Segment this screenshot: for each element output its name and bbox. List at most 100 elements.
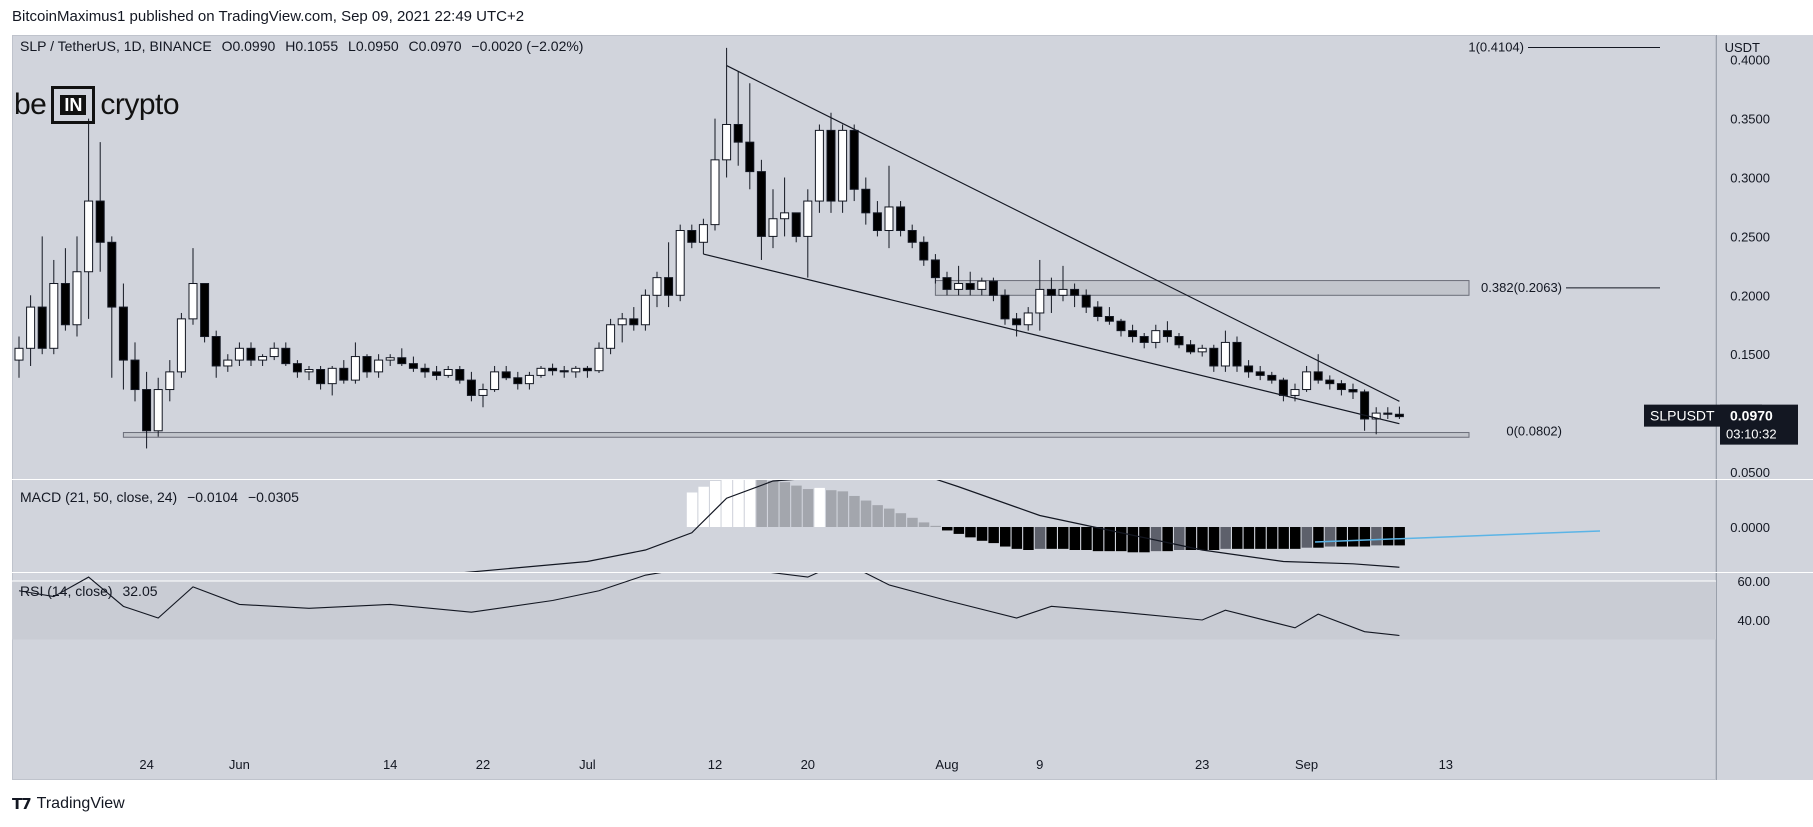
- x-axis-label-0: 24: [139, 757, 153, 772]
- macd-bar-2021-07-26: [872, 505, 883, 527]
- macd-bar-2021-08-16: [1116, 527, 1127, 552]
- macd-bar-2021-08-29: [1266, 527, 1278, 549]
- macd-bar-2021-08-23: [1197, 527, 1208, 550]
- macd-group: [464, 480, 1601, 572]
- candle-body-2021-05-31: [223, 359, 233, 367]
- price-tick-6: 0.0500: [1730, 465, 1770, 480]
- candle-body-2021-07-18: [780, 212, 790, 220]
- candle-body-2021-08-26: [1232, 341, 1242, 367]
- rsi-value: 32.05: [122, 583, 158, 599]
- fib-label-0382: 0.382(0.2063): [1481, 280, 1562, 295]
- macd-bar-2021-08-09: [1034, 527, 1046, 549]
- price-axis-currency: USDT: [1725, 40, 1760, 55]
- open-label: O: [221, 38, 233, 54]
- candle-body-2021-07-17: [768, 218, 778, 237]
- candle-body-2021-08-18: [1139, 336, 1149, 343]
- change-value: −0.0020 (−2.02%): [471, 38, 584, 54]
- macd-bar-2021-09-06: [1359, 527, 1371, 547]
- symbol-label[interactable]: SLP / TetherUS, 1D, BINANCE: [20, 38, 212, 54]
- candle-body-2021-08-22: [1186, 344, 1196, 353]
- candle-body-2021-08-13: [1081, 294, 1091, 308]
- candle-body-2021-07-20: [803, 200, 813, 237]
- candle-body-2021-07-22: [826, 129, 836, 202]
- rsi-band: [12, 581, 1716, 640]
- candle-body-2021-09-09: [1394, 413, 1404, 418]
- candle-body-2021-07-28: [896, 206, 906, 232]
- macd-bar-2021-09-03: [1324, 527, 1336, 547]
- macd-bar-2021-07-17: [768, 481, 779, 527]
- macd-bar-2021-09-08: [1382, 527, 1394, 546]
- candle-body-2021-06-16: [408, 363, 418, 369]
- candle-body-2021-05-19: [84, 200, 94, 273]
- candle-body-2021-08-27: [1244, 365, 1254, 373]
- candle-body-2021-06-20: [455, 369, 465, 381]
- candle-body-2021-08-24: [1209, 347, 1219, 367]
- x-axis-label-11: 13: [1439, 757, 1453, 772]
- candle-body-2021-08-07: [1012, 318, 1022, 326]
- macd-bar-2021-08-10: [1046, 527, 1057, 549]
- macd-bar-2021-08-25: [1220, 527, 1231, 549]
- candle-body-2021-08-20: [1162, 330, 1172, 338]
- candle-body-2021-07-21: [814, 129, 824, 202]
- macd-bar-2021-08-28: [1255, 527, 1266, 549]
- candle-body-2021-06-14: [385, 357, 395, 361]
- macd-bar-2021-08-03: [965, 527, 976, 538]
- macd-bar-2021-07-16: [756, 480, 767, 527]
- x-axis-label-4: Jul: [579, 757, 596, 772]
- candle-body-2021-07-07: [652, 277, 662, 296]
- macd-bar-2021-08-30: [1278, 527, 1289, 549]
- candle-body-2021-08-02: [954, 283, 964, 290]
- candle-body-2021-06-02: [246, 347, 256, 361]
- candle-body-2021-08-29: [1267, 374, 1277, 381]
- pane-separator-price-macd[interactable]: [12, 479, 1813, 480]
- candle-body-2021-06-03: [258, 356, 268, 361]
- macd-bar-2021-07-12: [710, 481, 721, 527]
- macd-bar-2021-09-05: [1348, 527, 1359, 547]
- candle-body-2021-07-14: [733, 123, 743, 143]
- candle-body-2021-06-21: [466, 379, 476, 396]
- candle-body-2021-06-18: [432, 371, 442, 376]
- candle-body-2021-06-22: [478, 389, 488, 396]
- candle-body-2021-07-24: [849, 129, 859, 190]
- rsi-label[interactable]: RSI (14, close): [20, 583, 113, 599]
- candle-body-2021-08-16: [1116, 320, 1126, 332]
- candle-body-2021-05-30: [211, 336, 221, 367]
- candle-body-2021-06-23: [490, 371, 500, 391]
- price-badge-price: 0.0970: [1730, 408, 1773, 424]
- candle-body-2021-06-27: [536, 367, 546, 376]
- horizontal-zone-1: [934, 280, 1470, 296]
- macd-bar-2021-07-23: [837, 491, 849, 527]
- macd-bar-2021-09-07: [1371, 527, 1382, 546]
- macd-bar-2021-08-06: [1000, 527, 1011, 547]
- x-axis-label-3: 22: [476, 757, 490, 772]
- macd-bar-2021-07-28: [895, 513, 907, 527]
- macd-bar-2021-07-27: [884, 508, 895, 527]
- candle-body-2021-05-20: [95, 200, 105, 243]
- rsi-line: [18, 573, 1400, 637]
- candle-body-2021-07-12: [710, 159, 720, 226]
- tradingview-logo-icon: 𝗧𝟳: [12, 796, 32, 813]
- price-tick-3: 0.2500: [1730, 229, 1770, 244]
- macd-bar-2021-08-22: [1185, 527, 1197, 550]
- macd-bar-2021-08-01: [942, 527, 953, 531]
- price-badge-value-bg: [1720, 404, 1798, 445]
- pane-separator-macd-rsi[interactable]: [12, 572, 1813, 573]
- macd-bar-2021-08-07: [1011, 527, 1023, 549]
- macd-label[interactable]: MACD (21, 50, close, 24): [20, 489, 178, 505]
- candle-body-2021-08-28: [1255, 371, 1265, 376]
- beincrypto-logo: be IN crypto: [14, 82, 180, 128]
- candle-body-2021-08-17: [1128, 330, 1138, 338]
- macd-bar-2021-09-01: [1301, 527, 1313, 548]
- candle-body-2021-09-03: [1325, 379, 1335, 385]
- macd-bar-2021-08-15: [1104, 527, 1115, 552]
- horizontal-zone-0: [122, 432, 1470, 438]
- candle-body-2021-08-14: [1093, 306, 1103, 318]
- price-badge-symbol: SLPUSDT: [1650, 408, 1715, 424]
- footer-brand[interactable]: TradingView: [36, 795, 125, 812]
- macd-bar-2021-07-21: [814, 487, 825, 527]
- price-tick-5: 0.1500: [1730, 347, 1770, 362]
- rsi-tick-1: 40.00: [1737, 613, 1770, 628]
- price-legend: SLP / TetherUS, 1D, BINANCE O0.0990 H0.1…: [20, 38, 583, 54]
- macd-bar-2021-09-09: [1394, 527, 1405, 546]
- macd-bar-2021-08-24: [1208, 527, 1220, 550]
